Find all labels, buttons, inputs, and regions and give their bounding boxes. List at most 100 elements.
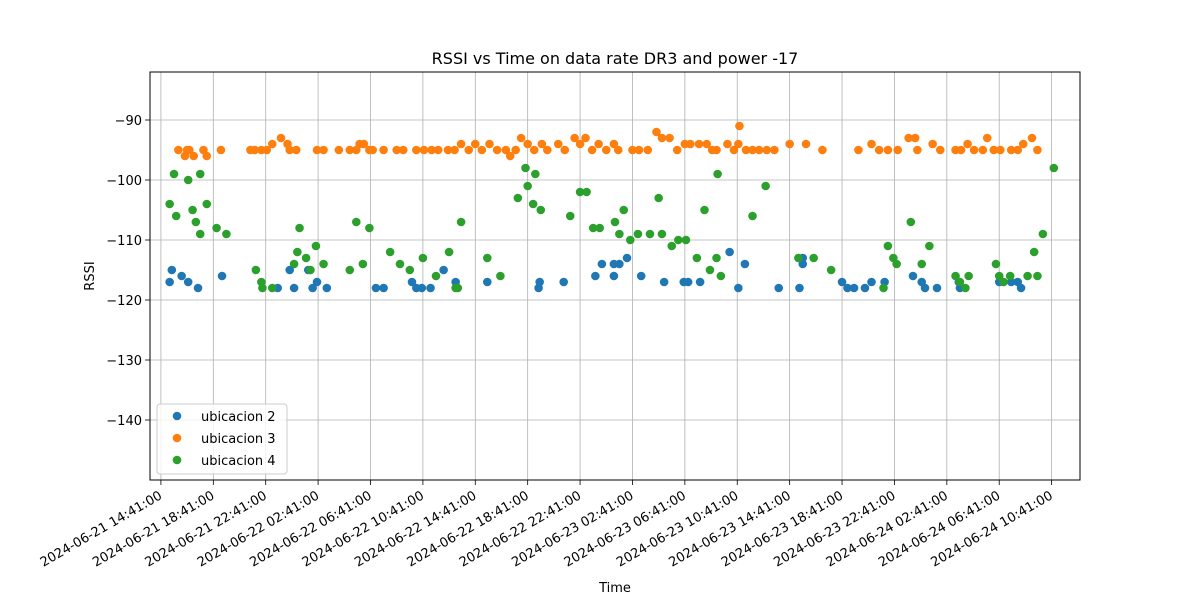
data-point [385, 247, 395, 257]
data-point [293, 247, 302, 257]
data-point [601, 145, 611, 155]
data-point [588, 223, 598, 233]
data-point [371, 283, 381, 293]
data-point [908, 271, 918, 281]
data-point [184, 145, 194, 155]
data-point [665, 133, 674, 143]
data-point [1005, 271, 1015, 281]
data-point [999, 277, 1008, 287]
data-point [167, 265, 177, 275]
data-point [1029, 247, 1039, 257]
data-point [843, 283, 852, 293]
data-point [610, 217, 620, 227]
data-point [622, 253, 632, 263]
data-point [433, 145, 443, 155]
data-point [770, 145, 779, 155]
data-point [570, 133, 579, 143]
data-point [741, 145, 751, 155]
data-point [365, 223, 374, 233]
data-point [928, 139, 937, 149]
data-point [217, 271, 227, 281]
data-point [202, 151, 212, 161]
data-point [560, 145, 570, 155]
data-point [216, 145, 226, 155]
data-point [826, 265, 836, 275]
data-point [575, 139, 585, 149]
data-point [694, 139, 704, 149]
data-point [427, 145, 436, 155]
data-point [581, 133, 590, 143]
data-point [798, 259, 808, 269]
data-point [531, 169, 540, 179]
data-point [505, 151, 515, 161]
data-point [1033, 271, 1042, 281]
data-point [734, 139, 743, 149]
data-point [523, 181, 532, 191]
data-point [191, 217, 201, 227]
data-point [712, 253, 721, 263]
data-point [1038, 229, 1048, 239]
data-point [165, 199, 174, 209]
data-point [212, 223, 221, 233]
data-point [705, 265, 715, 275]
data-point [251, 265, 261, 275]
data-point [645, 229, 655, 239]
data-point [681, 235, 691, 245]
data-point [654, 193, 663, 203]
data-point [565, 211, 575, 221]
data-point [594, 139, 603, 149]
data-point [575, 187, 585, 197]
data-point [559, 277, 568, 287]
data-point [725, 247, 734, 257]
data-point [657, 229, 667, 239]
data-point [643, 145, 653, 155]
data-point [392, 145, 401, 155]
data-point [177, 271, 186, 281]
data-point [359, 139, 369, 149]
data-point [917, 259, 927, 269]
data-point [543, 145, 552, 155]
data-point [477, 145, 487, 155]
data-point [702, 139, 711, 149]
data-point [674, 235, 683, 245]
data-point [955, 277, 965, 287]
data-point [794, 253, 803, 263]
data-point [464, 145, 474, 155]
data-point [996, 145, 1005, 155]
data-point [183, 277, 193, 287]
data-point [496, 271, 505, 281]
data-point [729, 145, 739, 155]
data-point [906, 217, 916, 227]
data-point [267, 283, 277, 293]
data-point [285, 265, 295, 275]
data-point [809, 253, 818, 263]
data-point [456, 139, 466, 149]
data-point [222, 229, 231, 239]
legend-box [156, 403, 288, 475]
y-tick-label: −130 [106, 354, 142, 369]
data-point [892, 259, 901, 269]
y-axis-ticks: −140 −130 −120 −110 −100 −90 [106, 114, 150, 429]
data-point [412, 145, 421, 155]
data-point [516, 133, 526, 143]
data-point [450, 145, 459, 155]
data-point [619, 205, 629, 215]
data-point [879, 283, 888, 293]
data-point [358, 259, 368, 269]
data-point [883, 145, 893, 155]
data-point [615, 229, 624, 239]
y-tick-label: −110 [106, 234, 142, 249]
data-point [262, 145, 272, 155]
data-point [582, 187, 591, 197]
data-point [774, 283, 784, 293]
data-point [748, 211, 757, 221]
data-point [695, 277, 705, 287]
data-point [398, 145, 408, 155]
data-point [625, 235, 635, 245]
data-point [849, 283, 859, 293]
data-point [165, 277, 174, 287]
data-point [795, 283, 804, 293]
legend-label: ubicacion 4 [201, 454, 276, 469]
data-point [312, 145, 322, 155]
data-point [587, 145, 597, 155]
